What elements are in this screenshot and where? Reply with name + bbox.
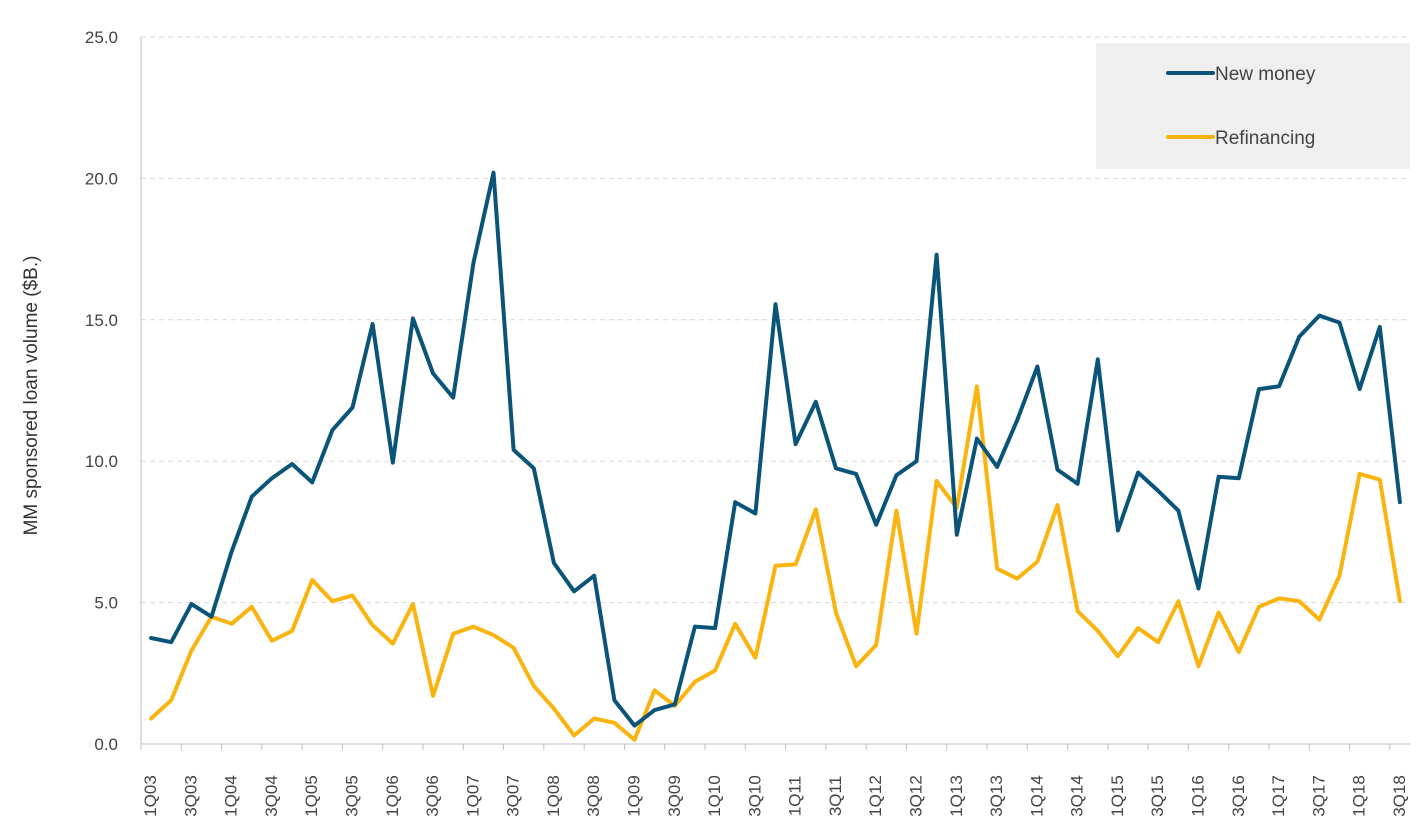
y-tick-label: 25.0 — [85, 28, 118, 47]
y-tick-label: 20.0 — [85, 169, 118, 188]
x-tick-label: 3Q07 — [504, 775, 523, 817]
legend-background — [1096, 43, 1410, 169]
x-tick-label: 3Q04 — [262, 775, 281, 817]
x-tick-labels: 1Q03 3Q03 1Q04 3Q04 1Q05 3Q05 1Q06 3Q06 1Q07 3Q07… — [141, 775, 1409, 817]
x-tick-label: 1Q16 — [1189, 775, 1208, 817]
x-tick-label: 3Q03 — [181, 775, 200, 817]
series-line-refinancing — [149, 384, 1402, 742]
x-tick-label: 1Q14 — [1027, 775, 1046, 817]
x-tick-label: 3Q13 — [987, 775, 1006, 817]
x-tick-label: 1Q08 — [544, 775, 563, 817]
x-tick-label: 3Q18 — [1390, 775, 1409, 817]
x-tick-label: 3Q05 — [343, 775, 362, 817]
x-tick-label: 3Q09 — [665, 775, 684, 817]
y-tick-label: 5.0 — [94, 594, 118, 613]
series-lines — [149, 170, 1402, 742]
legend-label-refinancing: Refinancing — [1215, 128, 1315, 149]
x-tick-label: 1Q09 — [625, 775, 644, 817]
x-tick-label: 1Q07 — [463, 775, 482, 817]
legend: New money Refinancing — [1096, 43, 1410, 169]
x-tick-label: 3Q08 — [584, 775, 603, 817]
x-tick-label: 3Q06 — [423, 775, 442, 817]
x-tick-label: 1Q06 — [383, 775, 402, 817]
x-tick-label: 3Q17 — [1309, 775, 1328, 817]
y-tick-label: 10.0 — [85, 452, 118, 471]
x-tick-label: 1Q10 — [705, 775, 724, 817]
x-tick-label: 3Q16 — [1229, 775, 1248, 817]
y-tick-label: 0.0 — [94, 735, 118, 754]
series-line-new-money — [149, 170, 1402, 728]
axes — [140, 37, 1410, 750]
x-tick-label: 3Q15 — [1148, 775, 1167, 817]
x-tick-label: 3Q10 — [745, 775, 764, 817]
x-tick-label: 3Q11 — [826, 776, 845, 816]
x-tick-label: 1Q18 — [1350, 775, 1369, 817]
x-tick-label: 1Q17 — [1269, 775, 1288, 817]
x-tick-label: 1Q12 — [866, 775, 885, 817]
y-tick-labels: 0.0 5.0 10.0 15.0 20.0 25.0 — [85, 28, 118, 754]
x-tick-label: 1Q04 — [222, 775, 241, 817]
x-tick-label: 1Q03 — [141, 775, 160, 817]
y-tick-label: 15.0 — [85, 311, 118, 330]
x-tick-label: 1Q05 — [302, 775, 321, 817]
x-tick-label: 1Q15 — [1108, 775, 1127, 817]
x-tick-label: 3Q14 — [1068, 775, 1087, 817]
x-tick-label: 1Q13 — [947, 775, 966, 817]
x-tick-label: 1Q11 — [786, 776, 805, 816]
x-tick-label: 3Q12 — [907, 775, 926, 817]
legend-label-new-money: New money — [1215, 64, 1316, 85]
y-axis-title: MM sponsored loan volume ($B.) — [21, 256, 42, 536]
